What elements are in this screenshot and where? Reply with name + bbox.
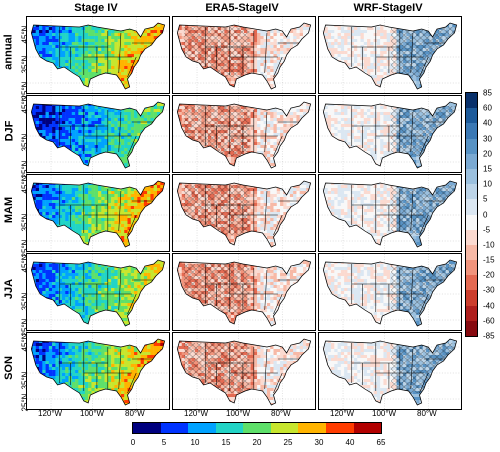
difference-colorbar-tick: 20 bbox=[483, 149, 492, 159]
difference-colorbar-swatch bbox=[466, 168, 477, 185]
precipitation-colorbar-tick: 30 bbox=[314, 438, 324, 447]
precipitation-colorbar-tick: 65 bbox=[376, 438, 386, 447]
difference-colorbar-swatch bbox=[466, 214, 477, 230]
difference-colorbar-swatch bbox=[466, 108, 477, 124]
precipitation-colorbar-tick: 0 bbox=[130, 438, 136, 447]
difference-colorbar bbox=[465, 92, 478, 337]
precipitation-colorbar bbox=[132, 422, 382, 434]
precipitation-colorbar-tick: 20 bbox=[252, 438, 262, 447]
row-label-jja: JJA bbox=[3, 278, 15, 300]
row-label-djf: DJF bbox=[3, 120, 15, 142]
map-panel-jja-wrf-stageiv bbox=[318, 253, 462, 331]
difference-colorbar-swatch bbox=[466, 275, 477, 291]
lon-label: 100°W bbox=[226, 409, 251, 418]
lon-label: 80°W bbox=[417, 409, 437, 418]
row-label-son: SON bbox=[3, 356, 15, 380]
precipitation-colorbar-tick: 25 bbox=[283, 438, 293, 447]
difference-colorbar-tick: -20 bbox=[483, 270, 495, 280]
precipitation-colorbar-swatch bbox=[215, 423, 244, 433]
precipitation-colorbar-tick: 10 bbox=[190, 438, 200, 447]
map-panel-son-era5-stageiv bbox=[172, 332, 316, 410]
difference-colorbar-tick: 5 bbox=[483, 194, 488, 204]
row-label-annual: annual bbox=[3, 34, 16, 70]
difference-colorbar-swatch bbox=[466, 229, 477, 245]
map-panel-annual-stage-iv bbox=[26, 16, 170, 94]
map-panel-mam-stage-iv bbox=[26, 174, 170, 252]
column-title-stage-iv: Stage IV bbox=[74, 2, 118, 14]
difference-colorbar-swatch bbox=[466, 184, 477, 200]
difference-colorbar-tick: -10 bbox=[483, 240, 495, 250]
precipitation-colorbar-swatch bbox=[243, 423, 271, 433]
difference-colorbar-tick: -30 bbox=[483, 285, 495, 295]
difference-colorbar-swatch bbox=[466, 260, 477, 276]
map-panel-annual-era5-stageiv bbox=[172, 16, 316, 94]
difference-colorbar-tick: -40 bbox=[483, 301, 495, 311]
map-panel-son-stage-iv bbox=[26, 332, 170, 410]
precipitation-colorbar-swatch bbox=[188, 423, 216, 433]
precipitation-colorbar-swatch bbox=[325, 423, 354, 433]
difference-colorbar-tick: 30 bbox=[483, 134, 492, 144]
difference-colorbar-swatch bbox=[466, 153, 477, 169]
difference-colorbar-swatch bbox=[466, 199, 477, 215]
difference-colorbar-tick: 85 bbox=[483, 88, 492, 98]
lon-label: 100°W bbox=[372, 409, 397, 418]
difference-colorbar-tick: -60 bbox=[483, 316, 495, 326]
precipitation-colorbar-swatch bbox=[133, 423, 161, 433]
map-panel-mam-wrf-stageiv bbox=[318, 174, 462, 252]
difference-colorbar-swatch bbox=[466, 290, 477, 306]
map-panel-son-wrf-stageiv bbox=[318, 332, 462, 410]
row-label-mam: MAM bbox=[3, 196, 15, 224]
difference-colorbar-swatch bbox=[466, 123, 477, 139]
map-panel-djf-era5-stageiv bbox=[172, 95, 316, 173]
difference-colorbar-tick: -15 bbox=[483, 255, 495, 265]
lon-label: 120°W bbox=[38, 409, 63, 418]
precipitation-colorbar-swatch bbox=[353, 423, 382, 433]
difference-colorbar-tick: -5 bbox=[483, 225, 491, 235]
difference-colorbar-swatch bbox=[466, 320, 477, 336]
difference-colorbar-tick: 15 bbox=[483, 164, 492, 174]
difference-colorbar-tick: 40 bbox=[483, 118, 492, 128]
column-title-wrf-stageiv: WRF-StageIV bbox=[353, 2, 423, 14]
precipitation-colorbar-tick: 15 bbox=[221, 438, 231, 447]
difference-colorbar-tick: 0 bbox=[483, 210, 488, 219]
difference-colorbar-swatch bbox=[466, 244, 477, 261]
lon-label: 120°W bbox=[330, 409, 355, 418]
map-panel-jja-stage-iv bbox=[26, 253, 170, 331]
difference-colorbar-swatch bbox=[466, 305, 477, 321]
map-panel-djf-stage-iv bbox=[26, 95, 170, 173]
lon-label: 120°W bbox=[184, 409, 209, 418]
difference-colorbar-tick: 60 bbox=[483, 103, 492, 113]
precipitation-colorbar-swatch bbox=[160, 423, 189, 433]
map-panel-annual-wrf-stageiv bbox=[318, 16, 462, 94]
precipitation-colorbar-swatch bbox=[270, 423, 299, 433]
map-panel-jja-era5-stageiv bbox=[172, 253, 316, 331]
map-panel-mam-era5-stageiv bbox=[172, 174, 316, 252]
difference-colorbar-tick: -85 bbox=[483, 331, 495, 341]
difference-colorbar-swatch bbox=[466, 138, 477, 154]
lon-label: 80°W bbox=[125, 409, 145, 418]
lon-label: 80°W bbox=[271, 409, 291, 418]
difference-colorbar-tick: 10 bbox=[483, 179, 492, 189]
column-title-era5-stageiv: ERA5-StageIV bbox=[205, 2, 279, 14]
precipitation-colorbar-tick: 5 bbox=[161, 438, 167, 447]
difference-colorbar-swatch bbox=[466, 93, 477, 109]
precipitation-colorbar-tick: 40 bbox=[345, 438, 355, 447]
precipitation-colorbar-swatch bbox=[298, 423, 326, 433]
map-panel-djf-wrf-stageiv bbox=[318, 95, 462, 173]
lon-label: 100°W bbox=[80, 409, 105, 418]
